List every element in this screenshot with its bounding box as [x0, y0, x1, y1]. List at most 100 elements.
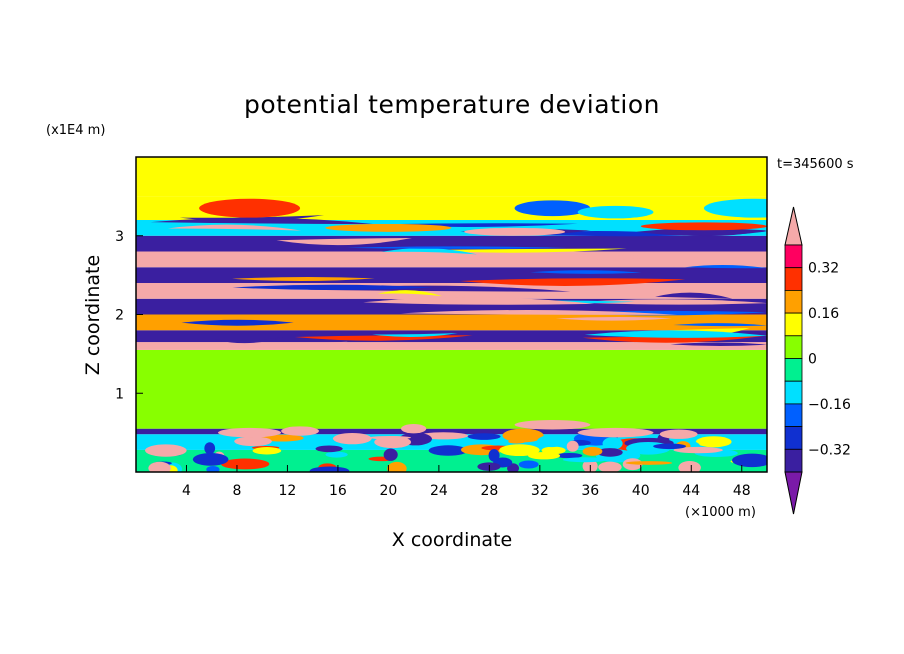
contour-blob [499, 444, 540, 457]
contour-blob [566, 440, 579, 452]
colorbar-label: −0.16 [808, 397, 851, 413]
contour-patch [514, 420, 591, 430]
contour-lens [640, 222, 767, 231]
contour-blob [325, 451, 348, 458]
contour-blob [145, 444, 187, 457]
y-axis-title: Z coordinate [82, 255, 104, 375]
contour-blob [383, 448, 398, 461]
x-unit-label: (×1000 m) [685, 505, 756, 520]
contour-streak [377, 290, 443, 297]
contour-streak [280, 341, 348, 346]
colorbar-box [784, 289, 803, 314]
contour-blob [625, 461, 673, 465]
contour-streak [636, 228, 767, 236]
contour-patch [659, 429, 698, 439]
contour-blob [252, 447, 282, 455]
contour-streak [459, 278, 686, 286]
contour-blob [204, 442, 216, 455]
contour-streak [232, 277, 375, 281]
contour-blob [368, 436, 412, 440]
y-unit-label: (x1E4 m) [46, 123, 105, 138]
contour-blob [597, 448, 623, 457]
contour-blob [148, 461, 171, 472]
contour-lens [577, 205, 654, 219]
contour-streak [642, 261, 767, 267]
x-tick-label: 32 [531, 483, 549, 499]
contour-streak [673, 323, 767, 327]
colorbar-box [784, 358, 803, 382]
band-3 [136, 349, 767, 429]
contour-blob [488, 449, 500, 462]
colorbar-box [784, 426, 803, 450]
contour-lens [703, 198, 767, 218]
x-axis: 4 8 12 16 20 24 28 32 36 40 44 48 [182, 465, 751, 499]
y-axis: 1 2 3 [115, 229, 143, 402]
x-tick-label: 24 [430, 483, 448, 499]
time-label: t=345600 s [777, 157, 854, 172]
contour-blob [528, 451, 561, 460]
band-2 [136, 428, 767, 435]
band-4 [136, 342, 767, 350]
colorbar-box [784, 403, 803, 427]
contour-streak [346, 246, 568, 249]
band-11 [136, 235, 767, 252]
contour-blob [695, 436, 732, 448]
x-tick-label: 20 [379, 483, 397, 499]
x-tick-label: 44 [682, 483, 700, 499]
colorbar-label: 0.16 [808, 306, 839, 322]
contour-patch [281, 426, 319, 436]
x-tick-label: 16 [329, 483, 347, 499]
contour-blob [220, 458, 270, 470]
contour-blob [598, 461, 622, 472]
x-tick-label: 12 [279, 483, 297, 499]
contour-streak [530, 270, 642, 274]
colorbar-box [784, 244, 803, 269]
contour-blob [234, 436, 272, 447]
x-tick-label: 48 [733, 483, 751, 499]
contour-blob [653, 443, 687, 450]
contour-streak [555, 316, 673, 321]
colorbar-label: 0 [808, 352, 817, 368]
x-tick-label: 40 [632, 483, 650, 499]
colorbar: 0.32 0.16 0 −0.16 −0.32 [784, 206, 851, 515]
contour-patch [577, 427, 654, 438]
contour-streak [363, 297, 595, 305]
x-tick-label: 36 [581, 483, 599, 499]
contour-blob [602, 437, 623, 450]
colorbar-bottom-triangle [784, 471, 803, 515]
contour-streak [276, 237, 412, 246]
contour-blob [731, 453, 767, 468]
contour-blob [502, 428, 544, 443]
contour-blob [428, 445, 468, 456]
contour-lens [236, 207, 288, 217]
y-tick-label: 2 [115, 308, 124, 324]
contour-blob [562, 457, 608, 463]
contour-lens [325, 223, 452, 232]
contour-streak [685, 265, 767, 269]
contour-blob [315, 445, 343, 453]
colorbar-top-triangle [784, 206, 803, 246]
colorbar-box [784, 380, 803, 405]
contour-streak [407, 253, 668, 261]
plot-area [136, 157, 767, 472]
contour-blob [309, 466, 350, 472]
contour-patch [401, 423, 427, 434]
y-tick-label: 3 [115, 229, 124, 245]
contour-streak [420, 248, 627, 253]
contour-streak [167, 224, 302, 231]
contour-blob [508, 439, 526, 444]
x-axis-title: X coordinate [392, 529, 512, 551]
x-tick-label: 28 [480, 483, 498, 499]
contour-streak [572, 299, 767, 305]
contour-streak [232, 284, 434, 291]
y-tick-label: 1 [115, 386, 124, 402]
colorbar-box [784, 335, 803, 359]
colorbar-box [784, 267, 803, 291]
contour-streak [670, 342, 767, 347]
contour-blob [332, 432, 372, 445]
contour-streak [655, 292, 733, 299]
contour-blob [537, 435, 567, 448]
contour-streak [381, 247, 478, 255]
contour-blob [673, 446, 723, 454]
